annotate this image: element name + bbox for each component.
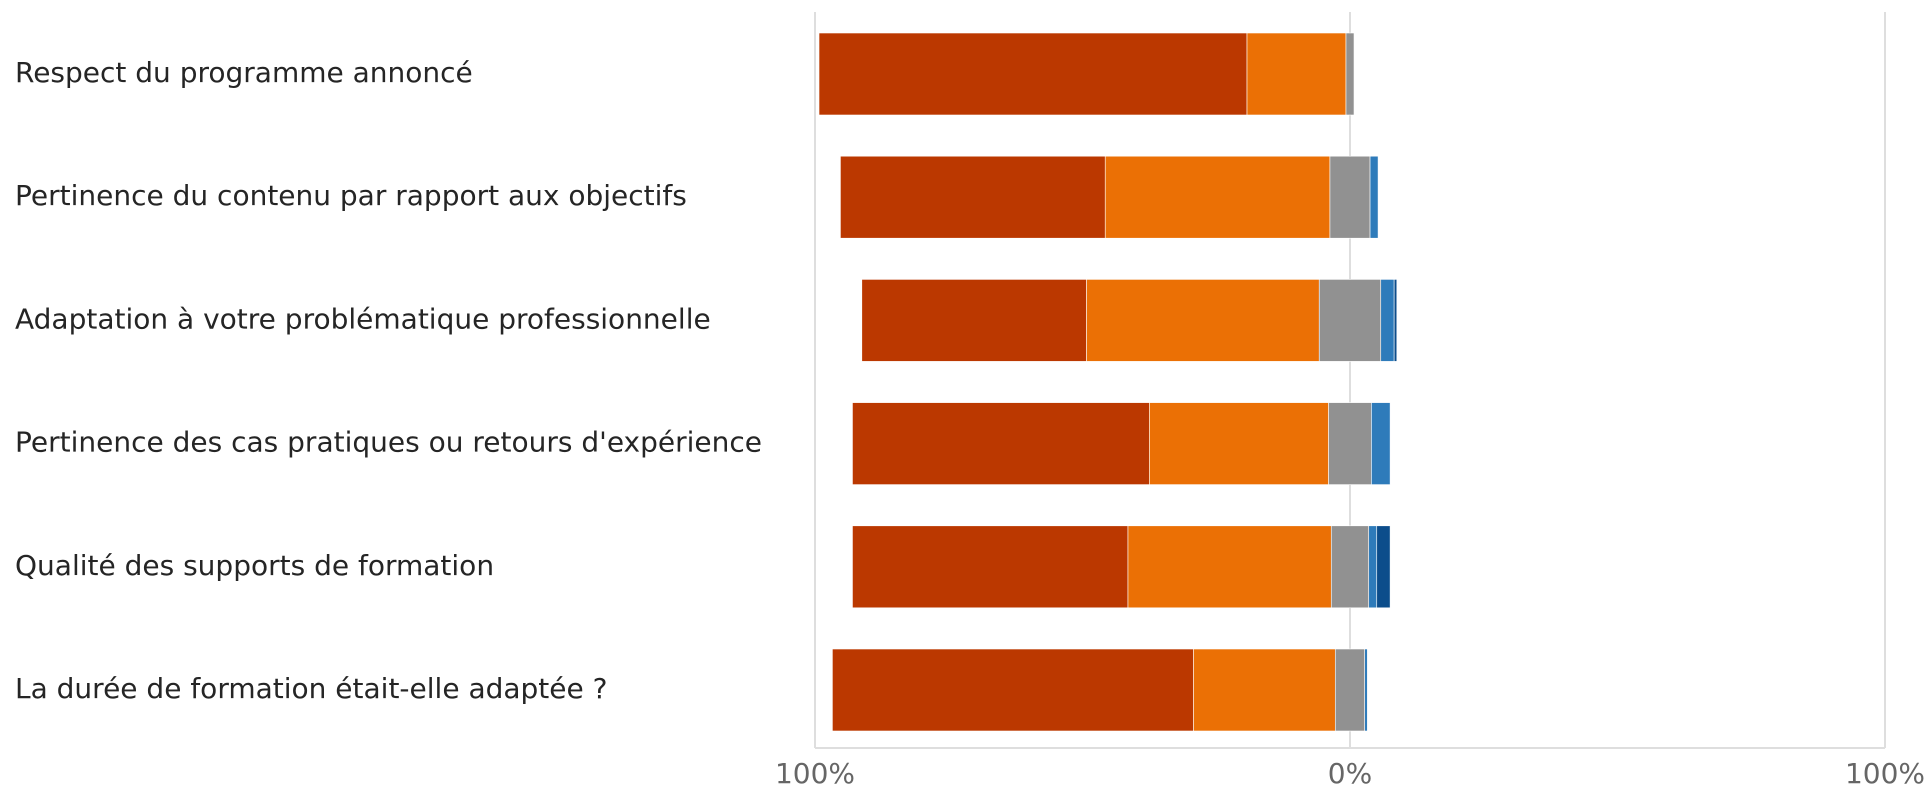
- bar-segment-pos1: [1393, 279, 1398, 362]
- bar-segment-pos0: [1364, 648, 1368, 732]
- bars: [818, 32, 1398, 732]
- bar-segment-neg1: [1246, 32, 1347, 116]
- bar-segment-neg0: [861, 279, 1087, 362]
- x-tick-label: 100%: [775, 757, 855, 787]
- category-label: La durée de formation était-elle adaptée…: [15, 672, 608, 705]
- bar-segment-pos0: [1371, 402, 1391, 485]
- bar-segment-pos0: [1380, 279, 1395, 362]
- x-tick-labels: 100% 0% 100%: [775, 757, 1925, 787]
- category-labels: Respect du programme annoncé Pertinence d…: [15, 56, 762, 705]
- grid-lines: [814, 12, 1886, 749]
- bar-segment-neutral: [1329, 155, 1371, 239]
- category-label: Respect du programme annoncé: [15, 56, 473, 89]
- x-tick-label: 0%: [1328, 757, 1372, 787]
- category-label: Pertinence des cas pratiques ou retours …: [15, 426, 762, 459]
- category-label: Adaptation à votre problématique profess…: [15, 302, 711, 335]
- bar-segment-neutral: [1318, 279, 1382, 362]
- bar-segment-neutral: [1334, 648, 1366, 732]
- category-label: Pertinence du contenu par rapport aux ob…: [15, 179, 687, 212]
- bar-segment-neutral: [1328, 402, 1372, 485]
- bar-segment-pos1: [1376, 525, 1391, 609]
- bar-segment-neg1: [1127, 525, 1332, 609]
- bar-segment-neutral: [1330, 525, 1370, 609]
- bar-segment-pos0: [1369, 155, 1379, 239]
- bar-segment-neg1: [1193, 648, 1336, 732]
- bar-segment-neg0: [852, 402, 1150, 485]
- bar-segment-neg1: [1086, 279, 1320, 362]
- bar-segment-neutral: [1345, 32, 1355, 116]
- bar-segment-pos0: [1368, 525, 1378, 609]
- bar-segment-neg0: [832, 648, 1194, 732]
- bar-segment-neg0: [840, 155, 1106, 239]
- bar-segment-neg0: [852, 525, 1129, 609]
- bar-segment-neg1: [1104, 155, 1331, 239]
- bar-segment-neg0: [818, 32, 1248, 116]
- bar-segment-neg1: [1149, 402, 1329, 485]
- x-tick-label: 100%: [1845, 757, 1925, 787]
- category-label: Qualité des supports de formation: [15, 549, 494, 582]
